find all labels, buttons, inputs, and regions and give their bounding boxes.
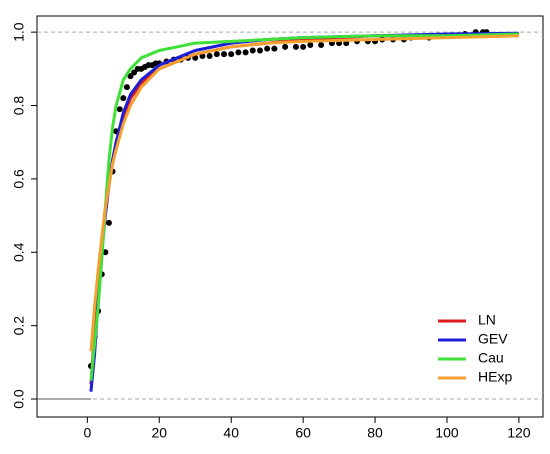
x-tick-label: 100 (435, 425, 459, 441)
curve (89, 31, 519, 392)
y-tick-label: 0.4 (11, 242, 27, 262)
y-tick-label: 0.6 (11, 169, 27, 189)
ecdf-point (292, 43, 299, 50)
y-tick-label: 0.2 (11, 316, 27, 336)
curve (89, 32, 519, 381)
ecdf-point (105, 219, 112, 226)
legend-label: GEV (478, 331, 508, 347)
legend-label: Cau (478, 350, 504, 366)
ecdf-point (131, 69, 138, 76)
ecdf-point (123, 84, 130, 91)
x-tick-label: 120 (507, 425, 531, 441)
x-tick-label: 40 (223, 425, 239, 441)
curve (89, 34, 519, 352)
ecdf-point (213, 51, 220, 58)
ecdf-point (307, 41, 314, 48)
x-tick-label: 80 (367, 425, 383, 441)
legend-label: HExp (478, 369, 512, 385)
legend-label: LN (478, 312, 496, 328)
y-tick-label: 0.8 (11, 96, 27, 116)
ecdf-point (271, 45, 278, 52)
ecdf-point (127, 73, 134, 80)
ecdf-point (318, 41, 325, 48)
ecdf-point (206, 52, 213, 59)
curve (89, 32, 519, 385)
ecdf-point (120, 95, 127, 102)
x-tick-label: 60 (295, 425, 311, 441)
ecdf-point (256, 47, 263, 54)
ecdf-point (242, 49, 249, 56)
ecdf-point (235, 49, 242, 56)
x-tick-label: 0 (83, 425, 91, 441)
x-tick-label: 20 (151, 425, 167, 441)
ecdf-point (228, 51, 235, 58)
ecdf-point (300, 43, 307, 50)
ecdf-point (116, 106, 123, 113)
ecdf-point (264, 45, 271, 52)
y-tick-label: 1.0 (11, 22, 27, 42)
ecdf-point (249, 47, 256, 54)
plot-frame (36, 15, 544, 418)
y-tick-label: 0.0 (11, 389, 27, 409)
ecdf-point (221, 51, 228, 58)
ecdf-point (282, 43, 289, 50)
